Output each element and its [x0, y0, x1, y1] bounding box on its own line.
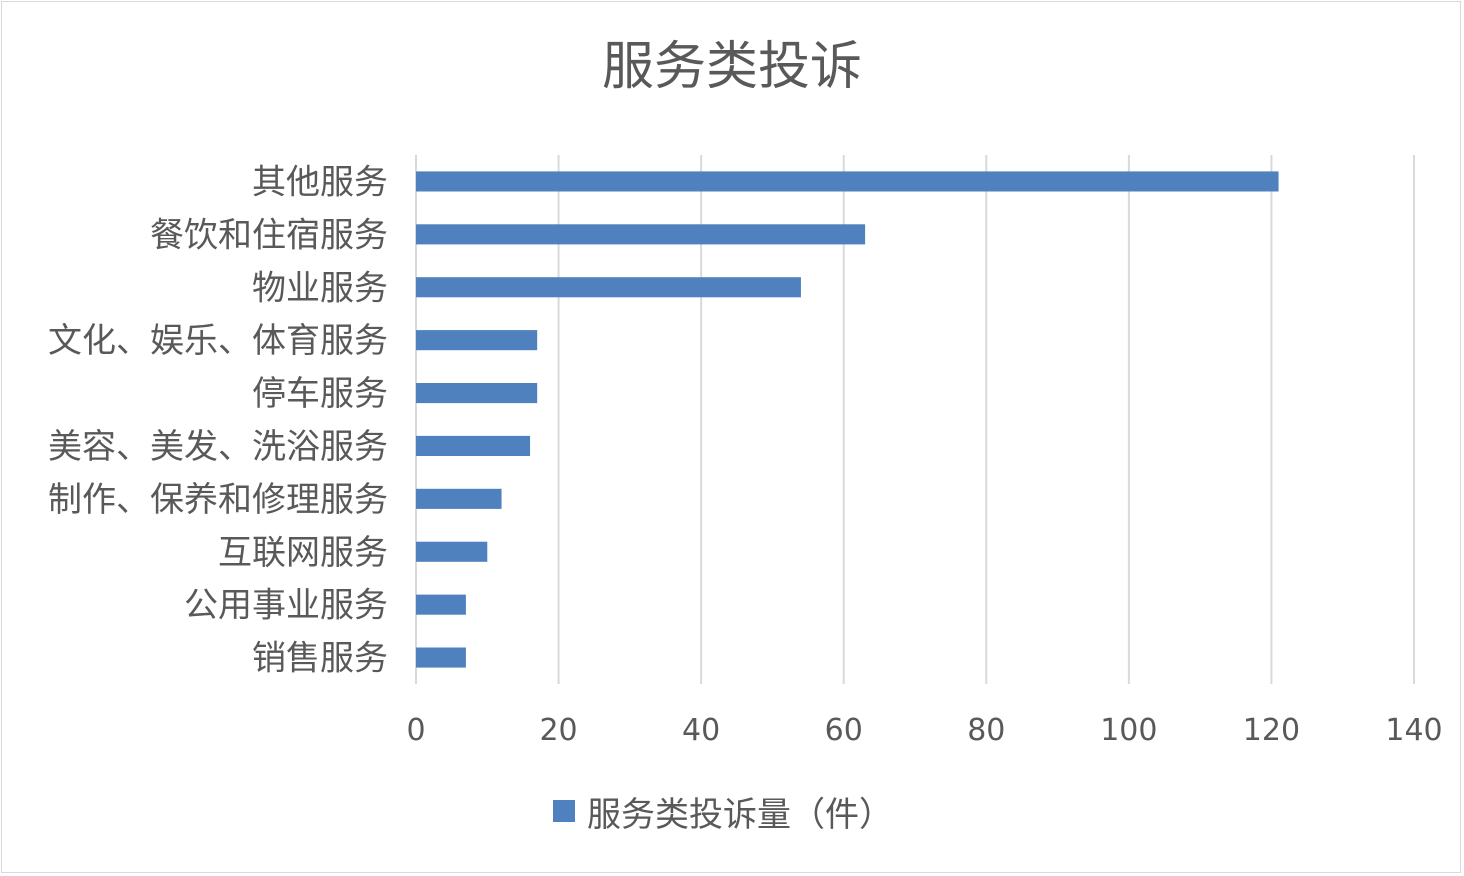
- bar: [416, 382, 538, 404]
- category-labels: 其他服务餐饮和住宿服务物业服务文化、娱乐、体育服务停车服务美容、美发、洗浴服务制…: [48, 162, 388, 678]
- bar: [416, 330, 538, 351]
- x-tick-label: 0: [406, 713, 425, 748]
- bar: [416, 541, 488, 562]
- bar: [416, 647, 466, 668]
- category-label: 互联网服务: [218, 533, 388, 573]
- bar: [416, 171, 1279, 192]
- x-tick-label: 100: [1100, 713, 1157, 748]
- category-label: 餐饮和住宿服务: [150, 215, 388, 255]
- bar: [416, 594, 466, 615]
- bars: [416, 171, 1279, 668]
- category-label: 文化、娱乐、体育服务: [48, 321, 388, 361]
- x-tick-label: 60: [825, 713, 863, 748]
- bar: [416, 435, 531, 457]
- bar: [416, 488, 502, 509]
- legend: 服务类投诉量（件）: [553, 795, 893, 835]
- category-label: 美容、美发、洗浴服务: [48, 427, 388, 467]
- x-tick-label: 20: [539, 713, 577, 748]
- x-tick-label: 80: [967, 713, 1005, 748]
- category-label: 制作、保养和修理服务: [48, 480, 388, 520]
- x-tick-label: 40: [682, 713, 720, 748]
- category-label: 其他服务: [252, 162, 388, 202]
- category-label: 物业服务: [252, 268, 388, 308]
- x-tick-label: 120: [1243, 713, 1300, 748]
- category-label: 停车服务: [252, 374, 388, 414]
- legend-label: 服务类投诉量（件）: [587, 795, 893, 835]
- legend-swatch: [553, 800, 575, 822]
- category-label: 公用事业服务: [184, 586, 388, 626]
- x-tick-label: 140: [1385, 713, 1442, 748]
- x-tick-labels: 0 20 40 60 80 100 120 140: [406, 713, 1442, 748]
- bar: [416, 224, 866, 245]
- category-label: 销售服务: [252, 639, 388, 679]
- chart-title: 服务类投诉: [602, 37, 862, 97]
- bar: [416, 277, 801, 298]
